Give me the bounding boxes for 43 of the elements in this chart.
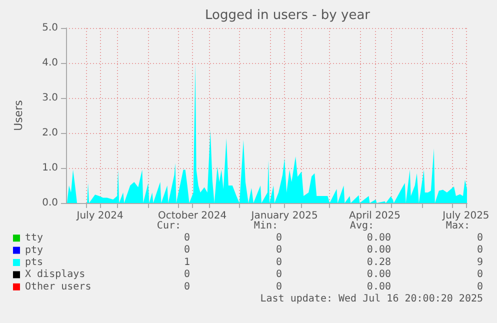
text: 0 <box>276 232 282 244</box>
legend-label: X displays <box>25 269 86 280</box>
text: 0 <box>184 281 190 292</box>
text: 0 <box>476 281 484 292</box>
legend-label: tty <box>25 232 44 244</box>
text: 0.00 <box>366 281 392 292</box>
text: 1 <box>184 256 190 268</box>
text: 0 <box>276 244 282 256</box>
text: Min: <box>254 220 278 232</box>
text: 0.00 <box>366 269 392 280</box>
x-tick-label: October 2024 <box>158 210 227 222</box>
y-tick-label: 4.0 <box>42 58 58 68</box>
x-tick-label: January 2025 <box>250 210 318 222</box>
text: 0.28 <box>366 256 392 268</box>
text: 0 <box>276 281 282 292</box>
legend-label: Other users <box>25 281 92 292</box>
text: 0.00 <box>366 244 392 256</box>
text: 0 <box>276 269 282 280</box>
chart-title: Logged in users - by year <box>205 8 371 23</box>
y-tick-label: 2.0 <box>42 128 58 138</box>
x-tick-label: July 2024 <box>76 210 124 222</box>
y-tick-label: 3.0 <box>42 92 58 104</box>
text: 9 <box>476 256 484 268</box>
text: Avg: <box>350 220 374 232</box>
legend-label: pts <box>25 257 44 268</box>
text: 0 <box>476 232 484 244</box>
text: 0 <box>476 269 484 280</box>
y-axis-title: Users <box>12 100 25 131</box>
text: Max: <box>446 220 470 232</box>
y-tick-label: 1.0 <box>42 162 58 174</box>
x-tick-label: April 2025 <box>349 210 401 222</box>
text: 0.00 <box>366 232 392 244</box>
text: Cur: <box>156 220 182 232</box>
legend-label: pty <box>25 244 44 256</box>
text: 0 <box>184 232 190 244</box>
text: 0 <box>476 244 484 256</box>
text: Last update: Wed Jul 16 20:00:20 2025 <box>260 294 484 304</box>
y-tick-label: 0.0 <box>42 198 58 208</box>
text: 0 <box>184 244 190 256</box>
x-tick-label: July 2025 <box>442 210 490 222</box>
text: 0 <box>276 256 282 268</box>
text: 0 <box>184 269 190 280</box>
y-tick-label: 5.0 <box>42 22 58 34</box>
